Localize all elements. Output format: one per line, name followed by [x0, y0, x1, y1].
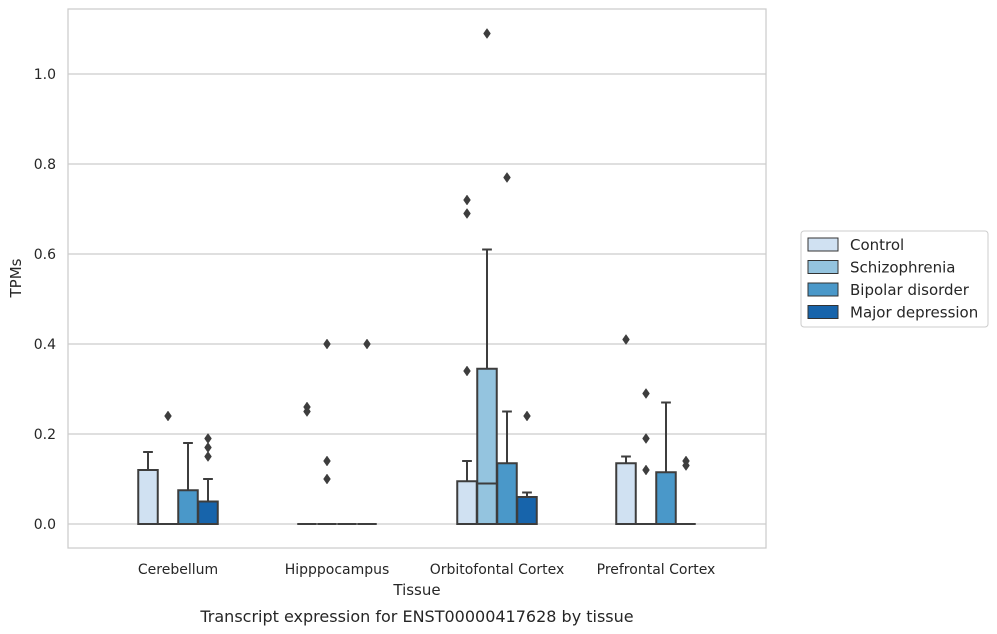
box-bipolar-disorder — [496, 172, 518, 525]
outlier-point — [204, 433, 212, 444]
outlier-point — [323, 338, 331, 350]
outlier-point — [503, 172, 511, 183]
outlier-point — [303, 406, 311, 417]
legend-swatch — [807, 305, 839, 319]
y-axis-label: TPMs — [7, 258, 25, 298]
y-tick-label: 0.6 — [34, 247, 56, 263]
box-major-depression — [676, 455, 696, 525]
box-body — [137, 469, 159, 525]
box-body — [615, 462, 637, 525]
box-body — [197, 500, 219, 525]
legend-label: Bipolar disorder — [850, 281, 970, 299]
outlier-point — [363, 338, 371, 350]
outlier-point — [523, 410, 531, 422]
box-schizophrenia — [158, 410, 178, 525]
legend-label: Control — [850, 236, 904, 254]
outlier-point — [164, 410, 172, 422]
y-tick-label: 1.0 — [34, 67, 56, 83]
box-major-depression — [197, 433, 219, 525]
box-schizophrenia — [476, 28, 498, 525]
box-control — [456, 194, 478, 525]
box-major-depression — [516, 410, 538, 525]
chart-caption: Transcript expression for ENST0000041762… — [199, 607, 633, 626]
box-body — [476, 367, 498, 525]
x-tick-labels: Cerebellum Hipppocampus Orbitofontal Corte… — [138, 562, 715, 578]
box-body — [456, 480, 478, 525]
gridlines — [68, 73, 766, 525]
box-bipolar-disorder — [655, 401, 677, 525]
box-control — [297, 401, 317, 525]
box-bipolar-disorder — [177, 442, 199, 525]
x-tick-label: Hipppocampus — [285, 562, 390, 578]
y-tick-labels: 0.0 0.2 0.4 0.6 0.8 1.0 — [34, 67, 56, 533]
legend-swatch — [807, 282, 839, 297]
legend: Control Schizophrenia Bipolar disorder Majo… — [800, 230, 989, 328]
outlier-point — [682, 460, 690, 471]
legend-entries: Control Schizophrenia Bipolar disorder Majo… — [807, 236, 978, 322]
outlier-point — [642, 433, 650, 444]
y-tick-label: 0.2 — [34, 427, 56, 443]
legend-label: Schizophrenia — [850, 259, 955, 277]
outlier-point — [483, 28, 491, 39]
legend-frame — [800, 230, 989, 328]
y-tick-label: 0.4 — [34, 337, 56, 353]
outlier-point — [204, 442, 212, 453]
outlier-point — [323, 473, 331, 485]
x-axis-label: Tissue — [392, 581, 440, 599]
box-schizophrenia — [317, 338, 337, 525]
box-control — [137, 451, 159, 525]
outlier-point — [642, 388, 650, 399]
outlier-point — [463, 208, 471, 219]
outlier-point — [204, 451, 212, 462]
box-body — [496, 462, 518, 525]
y-tick-label: 0.0 — [34, 517, 56, 533]
legend-swatch — [807, 260, 839, 274]
box-major-depression — [357, 338, 377, 525]
x-tick-label: Prefrontal Cortex — [597, 562, 716, 578]
outlier-point — [622, 334, 630, 345]
box-schizophrenia — [636, 388, 656, 525]
x-tick-label: Cerebellum — [138, 562, 218, 578]
x-tick-label: Orbitofontal Cortex — [430, 562, 565, 578]
outlier-point — [463, 194, 471, 206]
plot-frame — [67, 8, 767, 549]
outlier-point — [323, 455, 331, 467]
outlier-point — [463, 365, 471, 377]
box-body — [177, 489, 199, 525]
box-control — [615, 334, 637, 525]
box-body — [516, 496, 538, 525]
box-body — [655, 471, 677, 525]
outlier-point — [642, 464, 650, 476]
boxes — [137, 28, 696, 525]
legend-swatch — [807, 237, 839, 252]
y-tick-label: 0.8 — [34, 157, 56, 173]
legend-label: Major depression — [850, 304, 978, 322]
